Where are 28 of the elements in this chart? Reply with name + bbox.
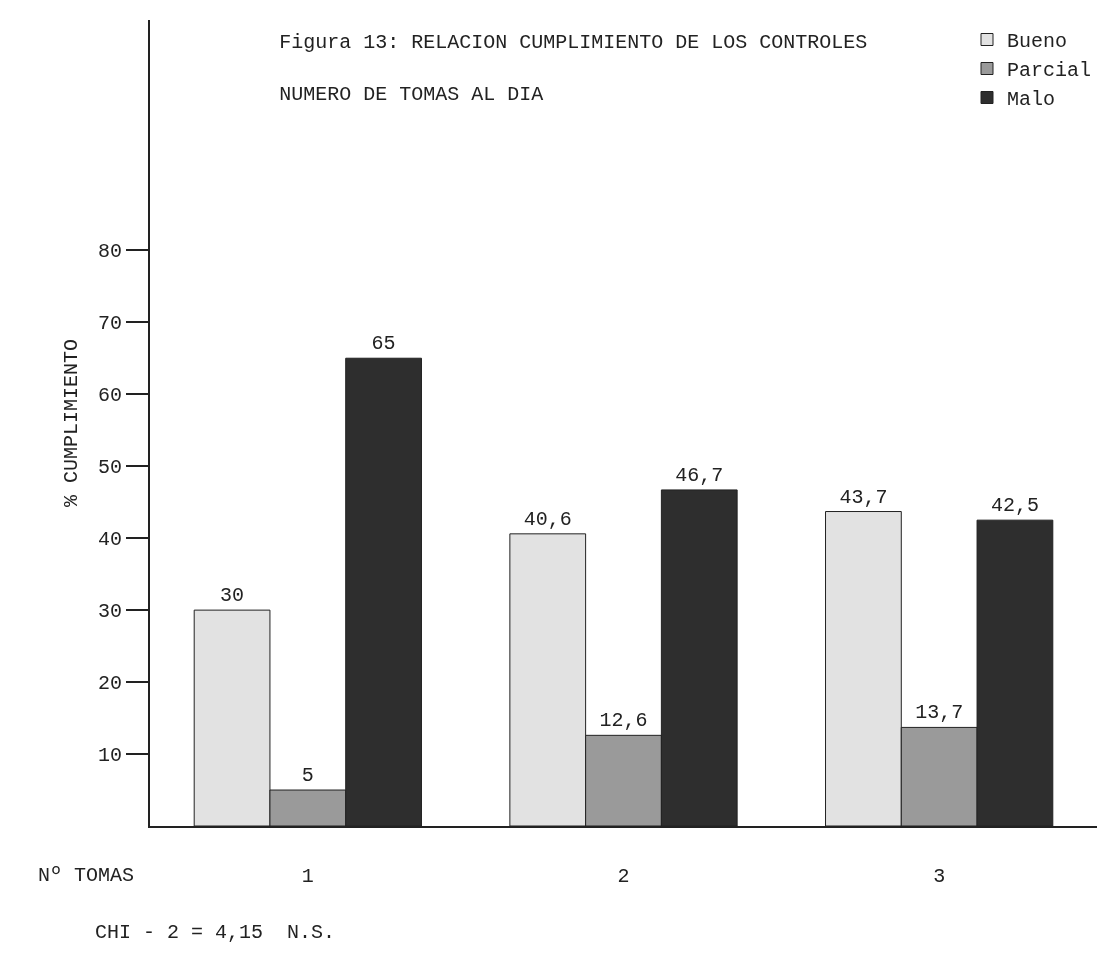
y-tick-label: 10 [97,744,122,768]
data-label: 42,5 [990,494,1039,518]
y-axis-title: % CUMPLIMIENTO [59,338,83,508]
data-label: 5 [301,764,314,788]
x-tick-label: 3 [933,865,946,888]
text: NUMERO DE TOMAS AL DIA [279,83,544,107]
y-tick-label: 60 [97,384,122,408]
legend-label: Bueno [1007,30,1068,54]
legend-label: Malo [1007,88,1056,112]
x-tick-label: 2 [617,865,630,888]
x-tick-label: 1 [301,865,314,888]
y-tick-label: 70 [97,312,122,336]
y-tick-label: 40 [97,528,122,552]
legend-label: Parcial [1007,59,1092,83]
y-tick-label: 30 [97,600,122,624]
data-label: 46,7 [675,463,724,487]
data-label: 43,7 [839,485,888,509]
data-label: 30 [220,584,245,608]
y-tick-label: 50 [97,456,122,480]
y-tick-label: 80 [97,240,122,264]
data-label: 40,6 [523,507,572,531]
text: CHI - 2 = 4,15 N.S. [95,921,336,944]
text: Figura 13: RELACION CUMPLIMIENTO DE LOS CONTROLES [279,31,868,55]
data-label: 13,7 [915,701,964,725]
data-label: 12,6 [599,709,648,733]
y-tick-label: 20 [97,672,122,696]
x-axis-title: Nº TOMAS [38,864,135,887]
data-label: 65 [371,332,396,356]
